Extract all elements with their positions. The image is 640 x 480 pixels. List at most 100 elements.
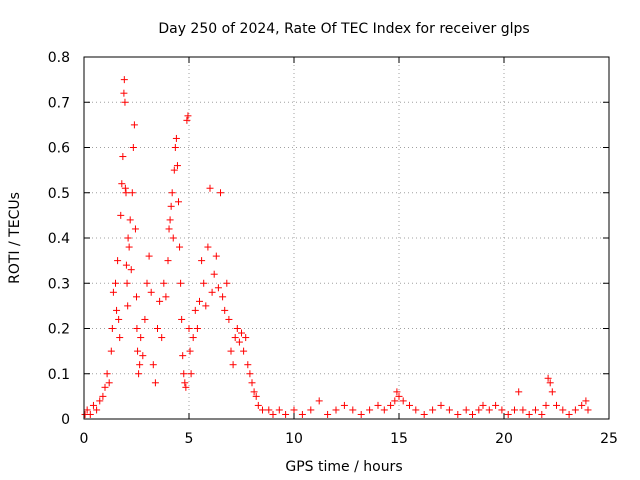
data-point bbox=[571, 406, 579, 414]
data-point bbox=[307, 406, 315, 414]
data-point bbox=[219, 293, 227, 301]
data-point bbox=[391, 397, 399, 405]
data-point bbox=[178, 315, 186, 323]
data-point bbox=[135, 370, 143, 378]
data-point bbox=[412, 406, 420, 414]
data-point bbox=[244, 361, 252, 369]
data-point bbox=[254, 401, 262, 409]
data-point bbox=[204, 243, 212, 251]
data-point bbox=[185, 325, 193, 332]
data-point bbox=[130, 121, 138, 129]
data-point bbox=[462, 406, 470, 414]
data-point bbox=[559, 406, 567, 414]
y-tick-label: 0.1 bbox=[48, 367, 70, 383]
data-point bbox=[89, 401, 97, 409]
data-point bbox=[532, 406, 539, 414]
data-point bbox=[123, 279, 131, 287]
data-point bbox=[395, 392, 403, 400]
data-point bbox=[112, 279, 119, 287]
x-tick-label: 20 bbox=[495, 431, 513, 447]
axis-ticks: 0 5 10 15 20 25 0 0.1 0.2 0.3 0.4 0.5 0.6 0.7 0.8 bbox=[48, 50, 618, 447]
data-point bbox=[233, 325, 241, 332]
data-point bbox=[393, 388, 401, 396]
data-point bbox=[134, 347, 142, 355]
data-point bbox=[131, 225, 139, 233]
data-point bbox=[168, 189, 176, 197]
data-point bbox=[96, 397, 104, 405]
x-tick-label: 25 bbox=[600, 431, 618, 447]
data-point bbox=[519, 406, 527, 414]
data-point bbox=[156, 297, 164, 305]
data-point bbox=[210, 270, 218, 278]
data-point bbox=[158, 334, 166, 342]
data-point bbox=[186, 347, 194, 355]
data-point bbox=[504, 410, 512, 418]
data-point bbox=[544, 374, 552, 382]
data-point bbox=[454, 410, 462, 418]
data-point bbox=[143, 279, 151, 287]
data-point bbox=[250, 388, 258, 396]
data-point bbox=[118, 180, 126, 188]
data-point bbox=[113, 306, 121, 314]
data-point bbox=[275, 406, 283, 414]
grid-lines bbox=[84, 57, 609, 419]
data-point bbox=[238, 329, 245, 337]
data-point bbox=[553, 401, 560, 409]
data-point bbox=[169, 234, 177, 242]
data-point bbox=[269, 410, 277, 418]
y-tick-label: 0.5 bbox=[48, 186, 70, 202]
data-point bbox=[125, 243, 133, 251]
x-tick-label: 0 bbox=[80, 431, 89, 447]
data-point bbox=[366, 406, 374, 414]
data-point bbox=[127, 266, 135, 274]
data-point bbox=[349, 406, 357, 414]
y-tick-label: 0.8 bbox=[48, 50, 70, 66]
data-point bbox=[124, 302, 132, 310]
data-point bbox=[86, 410, 94, 418]
data-point bbox=[137, 334, 145, 342]
x-tick-label: 15 bbox=[390, 431, 408, 447]
data-point bbox=[160, 279, 168, 287]
data-point bbox=[149, 361, 157, 369]
data-point bbox=[217, 189, 224, 197]
data-point bbox=[324, 410, 332, 418]
data-point bbox=[475, 406, 483, 414]
x-tick-label: 10 bbox=[285, 431, 303, 447]
data-point bbox=[479, 401, 487, 409]
data-point bbox=[332, 406, 340, 414]
data-point bbox=[126, 216, 134, 224]
plot-frame bbox=[83, 56, 610, 420]
data-point bbox=[133, 325, 141, 332]
data-point bbox=[240, 347, 248, 355]
data-point bbox=[119, 153, 127, 161]
data-point bbox=[128, 189, 136, 197]
y-tick-label: 0.2 bbox=[48, 322, 70, 338]
data-point bbox=[202, 302, 210, 310]
data-point bbox=[298, 410, 306, 418]
y-axis-label: ROTI / TECUs bbox=[7, 192, 23, 284]
data-point bbox=[485, 406, 493, 414]
data-point bbox=[133, 293, 140, 301]
data-point bbox=[259, 406, 266, 414]
data-point bbox=[162, 293, 170, 301]
data-point bbox=[176, 243, 184, 251]
data-point bbox=[121, 184, 129, 192]
data-point bbox=[99, 392, 107, 400]
data-point bbox=[175, 198, 182, 206]
data-point bbox=[357, 410, 365, 418]
data-point bbox=[235, 338, 243, 346]
data-point bbox=[129, 144, 137, 151]
data-point bbox=[265, 406, 273, 414]
data-point bbox=[93, 406, 101, 414]
data-point bbox=[584, 406, 592, 414]
data-point bbox=[340, 401, 348, 409]
data-point bbox=[374, 401, 382, 409]
data-point bbox=[231, 334, 239, 342]
data-point bbox=[437, 401, 445, 409]
data-point bbox=[189, 334, 197, 342]
y-tick-label: 0 bbox=[61, 412, 70, 428]
data-point bbox=[147, 288, 155, 296]
y-tick-label: 0.6 bbox=[48, 141, 70, 157]
data-point bbox=[114, 257, 122, 265]
